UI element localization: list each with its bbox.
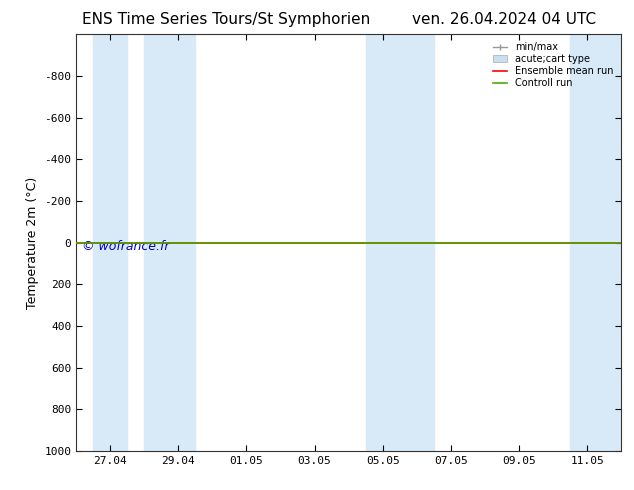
Bar	[93, 34, 127, 451]
Bar	[144, 34, 195, 451]
Bar	[400, 34, 434, 451]
Text: ENS Time Series Tours/St Symphorien: ENS Time Series Tours/St Symphorien	[82, 12, 371, 27]
Text: ven. 26.04.2024 04 UTC: ven. 26.04.2024 04 UTC	[412, 12, 596, 27]
Bar	[366, 34, 400, 451]
Text: © wofrance.fr: © wofrance.fr	[82, 241, 169, 253]
Y-axis label: Temperature 2m (°C): Temperature 2m (°C)	[25, 176, 39, 309]
Bar	[570, 34, 621, 451]
Legend: min/max, acute;cart type, Ensemble mean run, Controll run: min/max, acute;cart type, Ensemble mean …	[489, 39, 616, 91]
